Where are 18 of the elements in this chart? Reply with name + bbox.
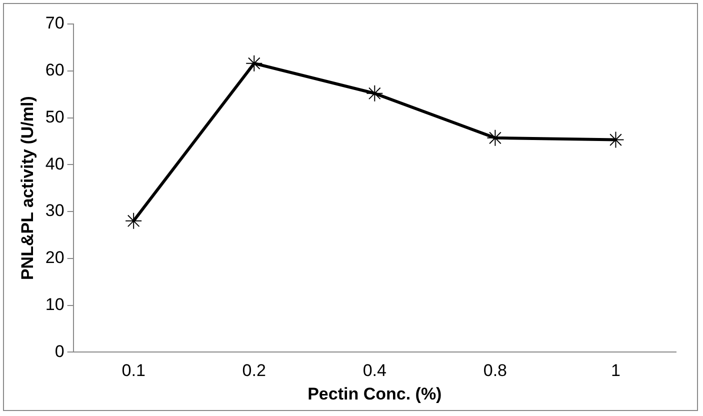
y-tick-label: 50 [45,107,64,126]
x-tick-label: 0.4 [362,361,386,380]
x-tick-label: 0.2 [242,361,266,380]
y-tick-label: 60 [45,60,64,80]
y-tick-label: 30 [45,201,64,220]
y-axis-title: PNL&PL activity (U/ml) [18,96,37,280]
x-tick-label: 0.8 [483,361,508,380]
x-axis-title: Pectin Conc. (%) [308,384,442,404]
x-tick-label: 0.1 [122,361,146,380]
point [366,84,384,102]
y-tick-label: 40 [45,154,64,174]
point [246,54,263,72]
point [125,212,142,230]
y-tick-label: 0 [54,342,64,361]
y-tick-label: 20 [45,248,64,268]
y-tick-label: 70 [45,14,64,33]
y-tick-label: 10 [45,295,64,314]
x-tick-label: 1 [610,361,620,380]
